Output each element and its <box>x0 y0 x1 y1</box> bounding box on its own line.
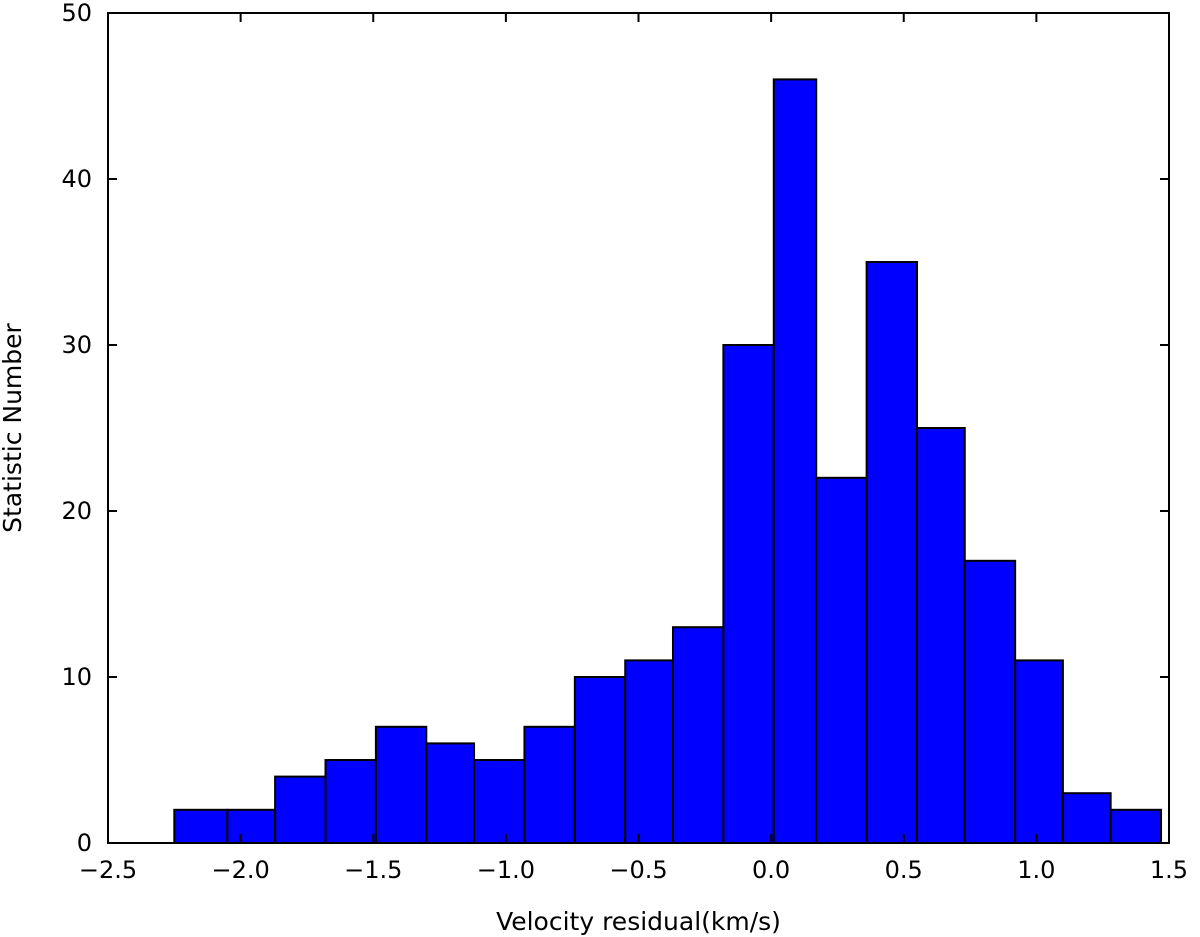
histogram-bar <box>226 808 277 844</box>
histogram-bar <box>1109 808 1163 844</box>
x-axis-label: Velocity residual(km/s) <box>496 907 781 936</box>
histogram-bar <box>671 626 725 845</box>
y-tick-label: 40 <box>61 165 92 193</box>
histogram-bar <box>815 476 868 844</box>
x-tick-label: 0.0 <box>752 856 790 884</box>
x-tick-label: 0.5 <box>885 856 923 884</box>
histogram-bar <box>772 78 818 844</box>
histogram-bar <box>473 759 526 844</box>
y-tick-label: 30 <box>61 331 92 359</box>
ticks-group: −2.5 −2.0 −1.5 −1.0 −0.5 0.0 0.5 1.0 1.5 0 10 20 30 4… <box>61 0 1188 884</box>
x-tick-label: −0.5 <box>609 856 667 884</box>
histogram-bar <box>624 659 674 845</box>
histogram-bar <box>722 344 775 844</box>
histogram-bar <box>324 759 377 844</box>
x-tick-label: −1.0 <box>477 856 535 884</box>
x-tick-label: 1.0 <box>1017 856 1055 884</box>
histogram-bar <box>963 559 1017 844</box>
histogram-bar <box>1061 792 1112 845</box>
bars-group <box>173 78 1163 845</box>
histogram-bar <box>425 742 476 845</box>
plot-frame <box>107 12 1170 844</box>
histogram-bar <box>916 427 966 844</box>
histogram-bar <box>374 725 428 844</box>
y-tick-label: 50 <box>61 0 92 27</box>
histogram-bar <box>573 676 627 844</box>
y-tick-label: 0 <box>77 829 92 857</box>
histogram-bar <box>865 261 919 844</box>
y-tick-label: 10 <box>61 663 92 691</box>
histogram-bar <box>173 808 229 844</box>
x-tick-label: 1.5 <box>1150 856 1188 884</box>
x-tick-label: −2.0 <box>211 856 269 884</box>
histogram-bar <box>274 775 327 844</box>
y-tick-label: 20 <box>61 497 92 525</box>
x-tick-label: −2.5 <box>79 856 137 884</box>
x-tick-label: −1.5 <box>344 856 402 884</box>
y-axis-label: Statistic Number <box>0 322 27 532</box>
histogram-bar <box>1014 659 1064 845</box>
histogram-bar <box>523 725 576 844</box>
